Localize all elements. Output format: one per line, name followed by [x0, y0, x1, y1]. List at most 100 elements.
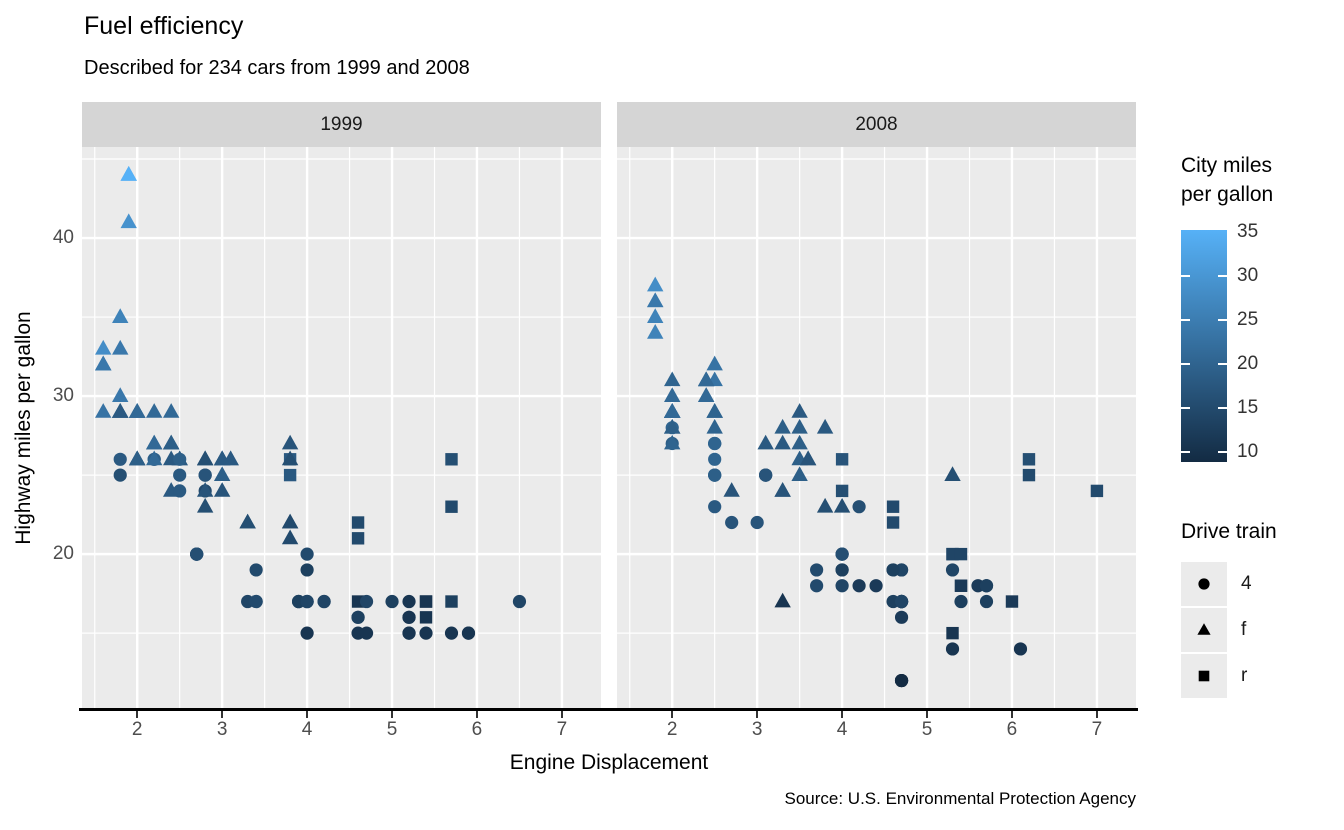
data-point — [173, 452, 187, 466]
x-axis-tick-label: 5 — [386, 719, 398, 740]
data-point — [647, 276, 664, 292]
x-axis-tick — [306, 711, 309, 718]
triangle-icon — [1197, 623, 1211, 635]
data-point — [664, 418, 681, 434]
color-legend-tick — [1218, 275, 1227, 277]
data-point — [774, 434, 791, 450]
data-point — [213, 482, 231, 497]
data-point — [835, 484, 849, 498]
data-point — [697, 371, 715, 387]
color-legend-label: 10 — [1237, 441, 1259, 462]
data-point — [351, 610, 365, 624]
x-axis-tick — [221, 711, 224, 718]
x-axis-tick — [560, 711, 563, 718]
data-point — [419, 611, 433, 624]
data-point — [708, 500, 722, 514]
data-point — [249, 594, 263, 609]
data-point — [359, 626, 374, 640]
x-axis-tick-label: 3 — [216, 719, 228, 740]
color-legend-title: City miles per gallon — [1181, 152, 1273, 210]
color-legend-label: 30 — [1237, 265, 1259, 286]
x-axis-tick — [1095, 711, 1098, 718]
y-axis-tick-label: 20 — [52, 543, 74, 565]
facet-strip-label: 1999 — [320, 113, 363, 135]
shape-legend-title: Drive train — [1181, 520, 1277, 543]
data-point — [385, 594, 399, 609]
shape-legend-key-f — [1181, 608, 1227, 652]
data-point — [774, 482, 791, 497]
data-point — [697, 387, 715, 402]
y-axis-tick-label: 30 — [52, 385, 74, 407]
color-legend-label: 15 — [1237, 397, 1259, 418]
data-point — [791, 418, 808, 434]
shape-legend-key-4 — [1181, 562, 1227, 606]
x-axis-tick — [841, 711, 844, 718]
data-point — [281, 513, 299, 529]
x-axis-tick-label: 4 — [836, 719, 848, 740]
data-point — [869, 579, 883, 593]
data-point — [300, 626, 314, 640]
data-point — [281, 434, 299, 450]
data-point — [173, 468, 187, 482]
data-point — [300, 547, 314, 561]
data-point — [708, 436, 722, 451]
data-point — [816, 497, 834, 513]
x-axis-tick-label: 7 — [1091, 719, 1103, 740]
circle-icon — [1198, 578, 1210, 590]
x-axis-title: Engine Displacement — [509, 751, 709, 774]
data-point — [213, 450, 231, 466]
shape-legend-label: f — [1241, 619, 1247, 640]
data-point — [723, 482, 740, 497]
data-point — [664, 371, 681, 387]
data-point — [196, 482, 214, 497]
data-point — [281, 529, 299, 545]
data-point — [113, 468, 127, 482]
data-point — [647, 324, 664, 339]
data-point — [162, 403, 180, 418]
color-legend-tick — [1181, 275, 1190, 277]
data-point — [146, 434, 163, 450]
data-point — [954, 579, 968, 592]
x-axis-tick-label: 2 — [131, 719, 143, 740]
data-point — [799, 450, 817, 466]
data-point — [886, 563, 900, 577]
color-legend-label: 20 — [1237, 353, 1259, 374]
facet-strip-2008: 2008 — [617, 102, 1136, 147]
data-point — [647, 292, 664, 308]
shape-legend-key-r — [1181, 654, 1227, 698]
data-point — [1013, 642, 1028, 656]
data-point — [894, 610, 909, 624]
data-point — [708, 468, 722, 482]
data-point — [886, 500, 900, 513]
data-point — [791, 434, 808, 450]
x-axis-tick-label: 6 — [471, 719, 483, 740]
x-axis-line — [79, 708, 1138, 711]
facet-strip-1999: 1999 — [82, 102, 601, 147]
data-point — [239, 513, 256, 529]
plot-title: Fuel efficiency — [84, 12, 244, 40]
data-point — [95, 339, 112, 355]
data-point — [810, 563, 824, 577]
color-legend-tick — [1218, 319, 1227, 321]
data-point — [757, 434, 774, 450]
data-point — [196, 450, 214, 466]
data-point — [402, 610, 416, 624]
data-point — [954, 547, 968, 561]
data-point — [944, 466, 961, 481]
data-point — [120, 166, 137, 181]
x-axis-tick — [136, 711, 139, 718]
data-point — [146, 450, 163, 466]
data-point — [359, 594, 374, 609]
data-point — [300, 563, 314, 577]
data-point — [835, 547, 849, 561]
color-legend-title-line1: City miles — [1181, 154, 1273, 177]
data-point — [445, 595, 458, 608]
data-point — [835, 453, 849, 466]
data-point — [129, 403, 146, 418]
data-point — [190, 547, 204, 561]
data-point — [706, 355, 723, 371]
data-point — [113, 452, 127, 466]
data-point — [835, 579, 849, 593]
x-axis-tick-label: 3 — [751, 719, 763, 740]
